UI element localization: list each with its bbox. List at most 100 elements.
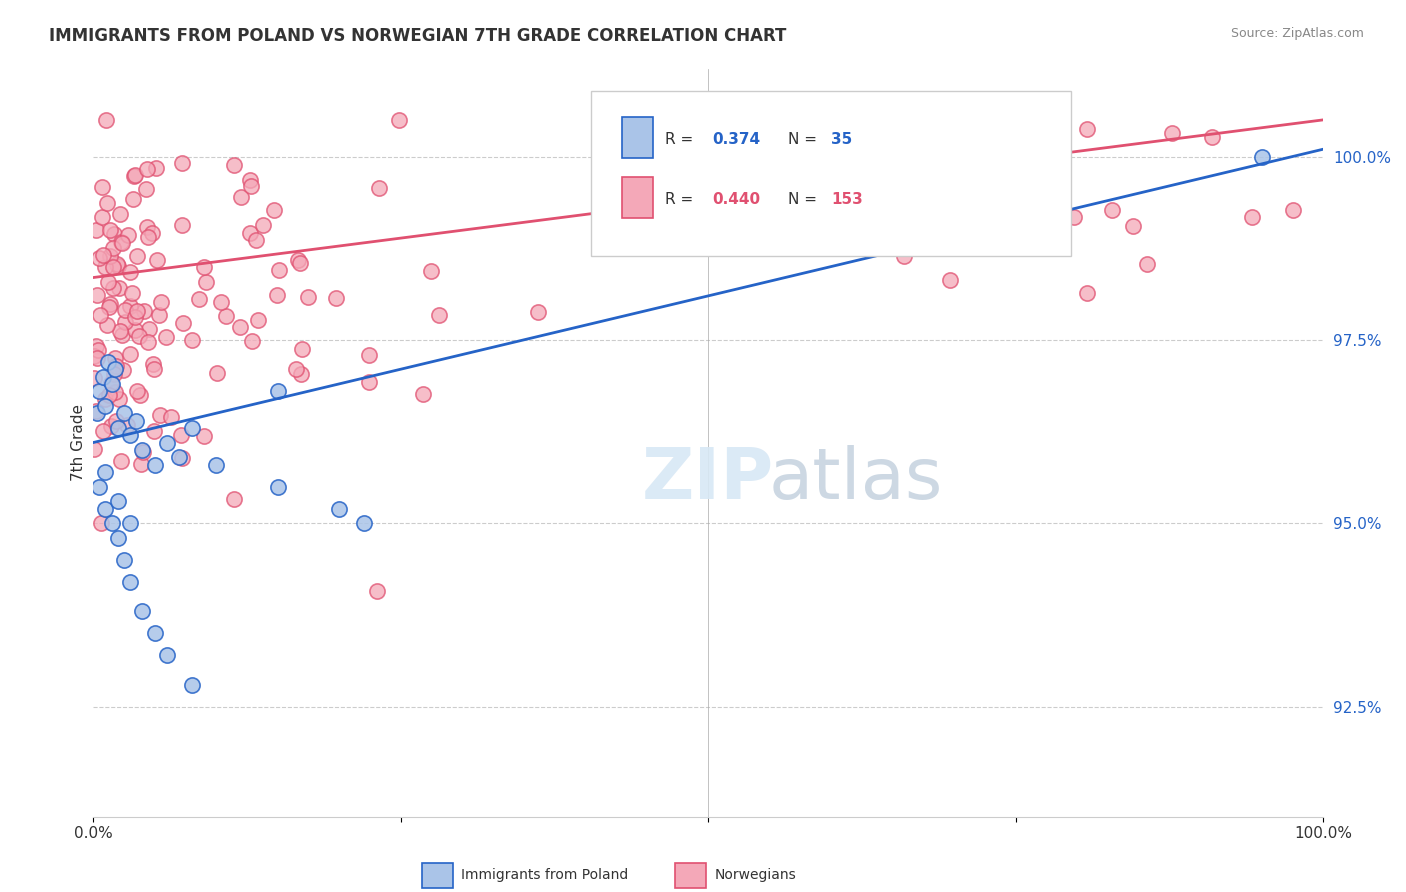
Point [120,265,142,279]
Point [114,315,136,329]
Point [100,418,122,433]
Point [150,294,173,309]
Point [1240,210,1263,224]
Point [149,408,172,422]
Point [156,435,179,450]
Point [136,230,159,244]
Point [86,287,108,301]
Point [156,648,179,663]
Point [89,384,111,399]
Point [215,309,238,323]
Point [117,228,139,243]
Point [239,173,262,187]
Point [107,494,129,508]
Point [100,516,122,531]
Point [97,355,120,369]
Point [105,414,128,428]
Point [125,304,148,318]
Point [118,347,141,361]
Point [252,218,274,232]
Point [135,182,157,196]
Point [115,417,138,432]
Point [169,450,191,465]
Point [96,318,118,332]
Point [181,333,204,347]
Point [1281,203,1303,218]
Point [193,260,215,274]
Point [112,406,135,420]
Point [111,236,134,251]
Point [98,300,121,314]
Point [737,165,759,179]
Point [357,348,380,362]
Point [155,330,177,344]
Point [94,501,117,516]
Point [267,479,290,493]
Point [136,334,159,349]
Point [96,195,118,210]
Point [97,276,120,290]
Point [89,309,111,323]
Point [1101,202,1123,217]
Point [967,211,990,226]
Point [104,359,127,374]
Point [366,584,388,599]
Point [287,252,309,267]
Point [103,281,125,295]
Point [1160,126,1182,140]
Point [107,421,129,435]
Point [86,406,108,420]
Text: 0.374: 0.374 [711,132,761,147]
Point [89,516,111,530]
Point [180,677,202,691]
Point [267,262,290,277]
Point [291,342,314,356]
Point [419,264,441,278]
Point [110,207,132,221]
Point [100,297,122,311]
Point [1122,219,1144,233]
Point [131,442,153,457]
Point [353,516,375,531]
Point [124,323,146,337]
Point [94,112,117,127]
Point [98,222,121,236]
Text: Immigrants from Poland: Immigrants from Poland [461,868,628,882]
Point [142,357,165,371]
Point [91,248,114,262]
Text: 0.440: 0.440 [711,192,761,207]
Point [180,421,202,435]
Text: R =: R = [665,132,693,147]
Point [112,553,135,567]
Point [170,451,193,466]
Point [195,275,218,289]
Point [83,349,105,363]
Point [748,189,770,203]
Point [789,112,811,127]
FancyBboxPatch shape [621,177,652,219]
Point [143,458,166,472]
Point [83,371,105,385]
Point [205,458,228,472]
FancyBboxPatch shape [621,117,652,158]
Text: Norwegians: Norwegians [714,868,796,882]
Point [98,249,121,263]
Point [142,424,165,438]
Point [141,226,163,240]
FancyBboxPatch shape [592,91,1071,255]
Point [388,112,411,127]
Point [120,574,142,589]
Point [83,442,105,457]
Point [229,320,252,334]
Point [188,293,211,307]
Point [412,387,434,401]
Point [1076,121,1098,136]
Point [429,308,451,322]
Point [89,479,111,493]
Point [110,235,132,249]
Point [122,169,145,184]
Point [125,413,148,427]
Point [107,259,129,273]
Text: ZIP: ZIP [643,445,775,515]
Point [357,375,380,389]
